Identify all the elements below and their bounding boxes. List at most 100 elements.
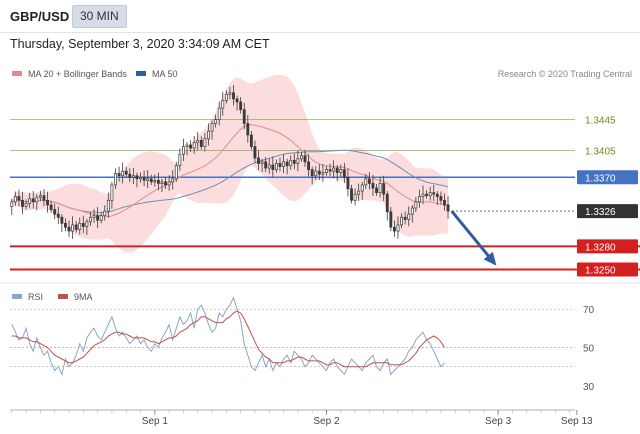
candle <box>142 170 146 187</box>
candle <box>267 158 271 174</box>
candle <box>164 176 167 189</box>
candle <box>425 190 429 199</box>
candle <box>285 158 289 175</box>
candle-body <box>121 170 125 177</box>
candle-body <box>239 101 243 110</box>
x-tick-label: Sep 13 <box>561 416 593 427</box>
ma50-line <box>11 149 449 214</box>
candle <box>31 191 35 209</box>
candle-body <box>99 215 103 221</box>
legend-swatch <box>136 71 146 76</box>
candle <box>392 220 396 237</box>
candle-body <box>371 183 375 189</box>
level-label-1.3326: 1.3326 <box>585 207 616 218</box>
candle <box>38 190 42 202</box>
candle <box>139 172 142 183</box>
candle-body <box>350 188 353 201</box>
candle-body <box>214 119 218 124</box>
candle <box>446 196 450 219</box>
candle <box>346 168 350 197</box>
level-label-1.3370: 1.3370 <box>585 173 616 184</box>
candle <box>153 174 157 187</box>
candle <box>300 151 303 162</box>
candle-body <box>178 153 182 167</box>
candle <box>67 220 71 237</box>
candle <box>303 149 307 167</box>
candle <box>167 175 171 191</box>
candle-body <box>203 138 207 147</box>
candle <box>96 207 100 228</box>
candle-body <box>360 184 364 192</box>
candle-body <box>292 160 296 164</box>
candle-body <box>131 175 135 178</box>
rsi-line <box>11 296 445 376</box>
candle-body <box>300 155 303 160</box>
candle-body <box>282 161 285 167</box>
candle <box>192 135 196 154</box>
candle-body <box>321 172 325 175</box>
candle <box>385 191 389 221</box>
candle-body <box>357 190 361 195</box>
candle <box>400 213 403 228</box>
candle <box>149 174 153 185</box>
candle-body <box>421 193 425 197</box>
x-axis: Sep 1 Sep 2 Sep 3 Sep 13 <box>10 409 593 427</box>
candle-body <box>10 201 14 207</box>
candle <box>439 191 443 205</box>
legend-label: RSI <box>28 292 43 302</box>
top-bar: GBP/USD 30 MIN <box>0 0 640 33</box>
candle-body <box>89 216 92 223</box>
candle-body <box>192 142 196 149</box>
candle-body <box>375 187 378 193</box>
level-tag-1.3280 <box>577 239 638 254</box>
datetime-label: Thursday, September 3, 2020 3:34:09 AM C… <box>10 37 270 51</box>
candle-body <box>103 210 107 217</box>
candle <box>207 123 210 146</box>
candle-body <box>56 213 60 218</box>
rsi-tick-label: 30 <box>583 382 595 393</box>
legend-label: MA 50 <box>152 69 178 79</box>
candle-body <box>446 204 450 212</box>
candle <box>53 203 57 220</box>
level-tag-1.3250 <box>577 262 638 277</box>
candle <box>443 193 446 211</box>
candle-body <box>400 216 403 226</box>
candle-body <box>435 193 439 197</box>
candle <box>321 164 325 182</box>
candle-body <box>224 93 228 101</box>
legend-label: MA 20 + Bollinger Bands <box>28 69 127 79</box>
candle-body <box>339 169 343 174</box>
candle <box>371 174 375 196</box>
candle <box>78 217 82 235</box>
candle-body <box>171 178 175 183</box>
candle <box>203 133 207 152</box>
candle-body <box>49 204 53 210</box>
candle <box>246 114 250 143</box>
rsi-tick-label: 70 <box>583 305 595 316</box>
candle-body <box>378 183 382 193</box>
candle-body <box>418 196 421 203</box>
candle-body <box>217 107 221 120</box>
candle <box>428 186 432 201</box>
candle-body <box>396 224 400 232</box>
candle <box>257 150 260 171</box>
candle <box>92 208 96 224</box>
candle-body <box>74 224 78 230</box>
candle-body <box>207 130 210 140</box>
candle-body <box>392 226 396 232</box>
candle <box>314 166 318 180</box>
candle-body <box>174 165 178 180</box>
candle <box>317 164 321 181</box>
candle <box>56 206 60 224</box>
legend-swatch <box>58 294 68 299</box>
candle-body <box>92 215 96 218</box>
timeframe-button[interactable]: 30 MIN <box>72 5 127 28</box>
candle <box>418 189 421 208</box>
candle <box>282 154 285 174</box>
candle-body <box>332 167 336 172</box>
candle <box>189 140 193 153</box>
candle <box>389 206 393 232</box>
candle-body <box>407 213 411 220</box>
candle-body <box>21 199 24 207</box>
